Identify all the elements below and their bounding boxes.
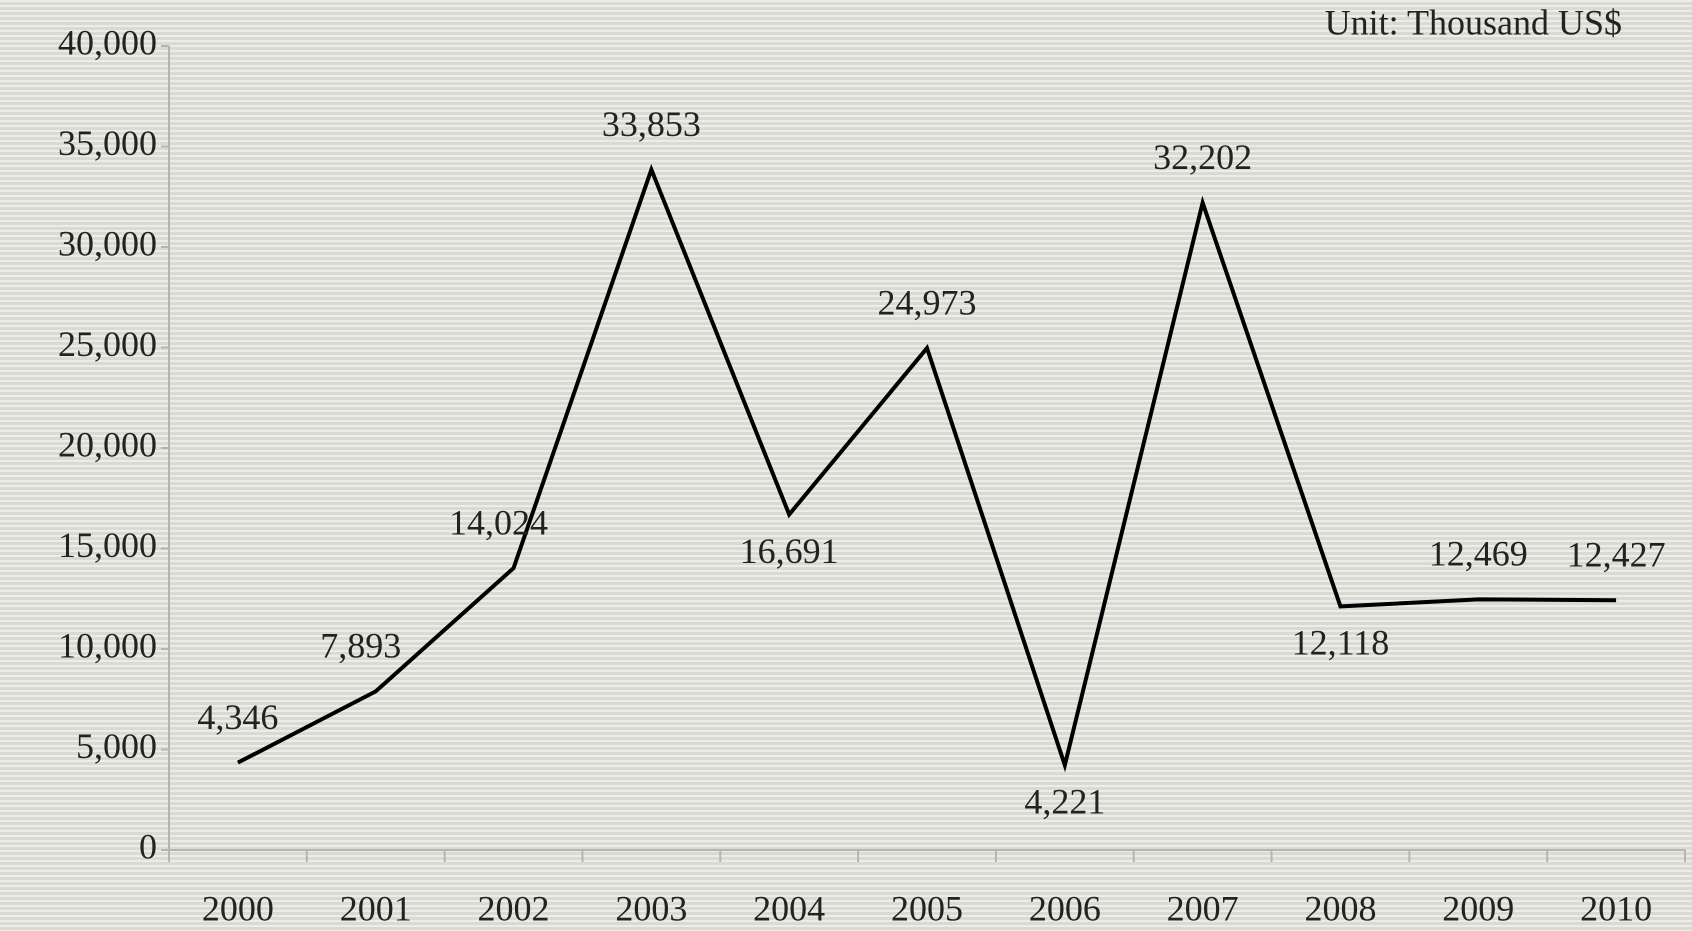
y-tick-label: 35,000	[58, 123, 157, 163]
y-tick-label: 30,000	[58, 223, 157, 263]
x-tick-label: 2003	[615, 888, 687, 928]
x-tick-label: 2000	[202, 888, 274, 928]
value-label: 14,024	[449, 502, 548, 542]
value-label: 33,853	[602, 104, 701, 144]
unit-note: Unit: Thousand US$	[1325, 2, 1622, 42]
x-tick-label: 2008	[1304, 888, 1376, 928]
value-label: 12,469	[1429, 534, 1528, 574]
value-label: 4,221	[1024, 781, 1105, 821]
y-tick-label: 40,000	[58, 22, 157, 62]
x-tick-label: 2006	[1029, 888, 1101, 928]
value-label: 12,427	[1567, 534, 1666, 574]
value-label: 32,202	[1153, 137, 1252, 177]
value-label: 16,691	[740, 531, 839, 571]
x-tick-label: 2009	[1442, 888, 1514, 928]
y-tick-label: 0	[139, 826, 157, 866]
y-tick-label: 5,000	[76, 726, 157, 766]
line	[236, 163, 1617, 773]
y-tick-label: 15,000	[58, 525, 157, 565]
x-tick-label: 2001	[340, 888, 412, 928]
x-tick-label: 2002	[478, 888, 550, 928]
value-label: 12,118	[1292, 623, 1390, 663]
value-label: 24,973	[878, 282, 977, 322]
y-tick-label: 10,000	[58, 625, 157, 665]
y-tick-label: 25,000	[58, 324, 157, 364]
x-tick-label: 2004	[753, 888, 825, 928]
value-label: 7,893	[320, 626, 401, 666]
x-tick-label: 2005	[891, 888, 963, 928]
x-tick-label: 2007	[1167, 888, 1239, 928]
x-tick-label: 2010	[1580, 888, 1652, 928]
value-label: 4,346	[197, 697, 278, 737]
y-tick-label: 20,000	[58, 424, 157, 464]
